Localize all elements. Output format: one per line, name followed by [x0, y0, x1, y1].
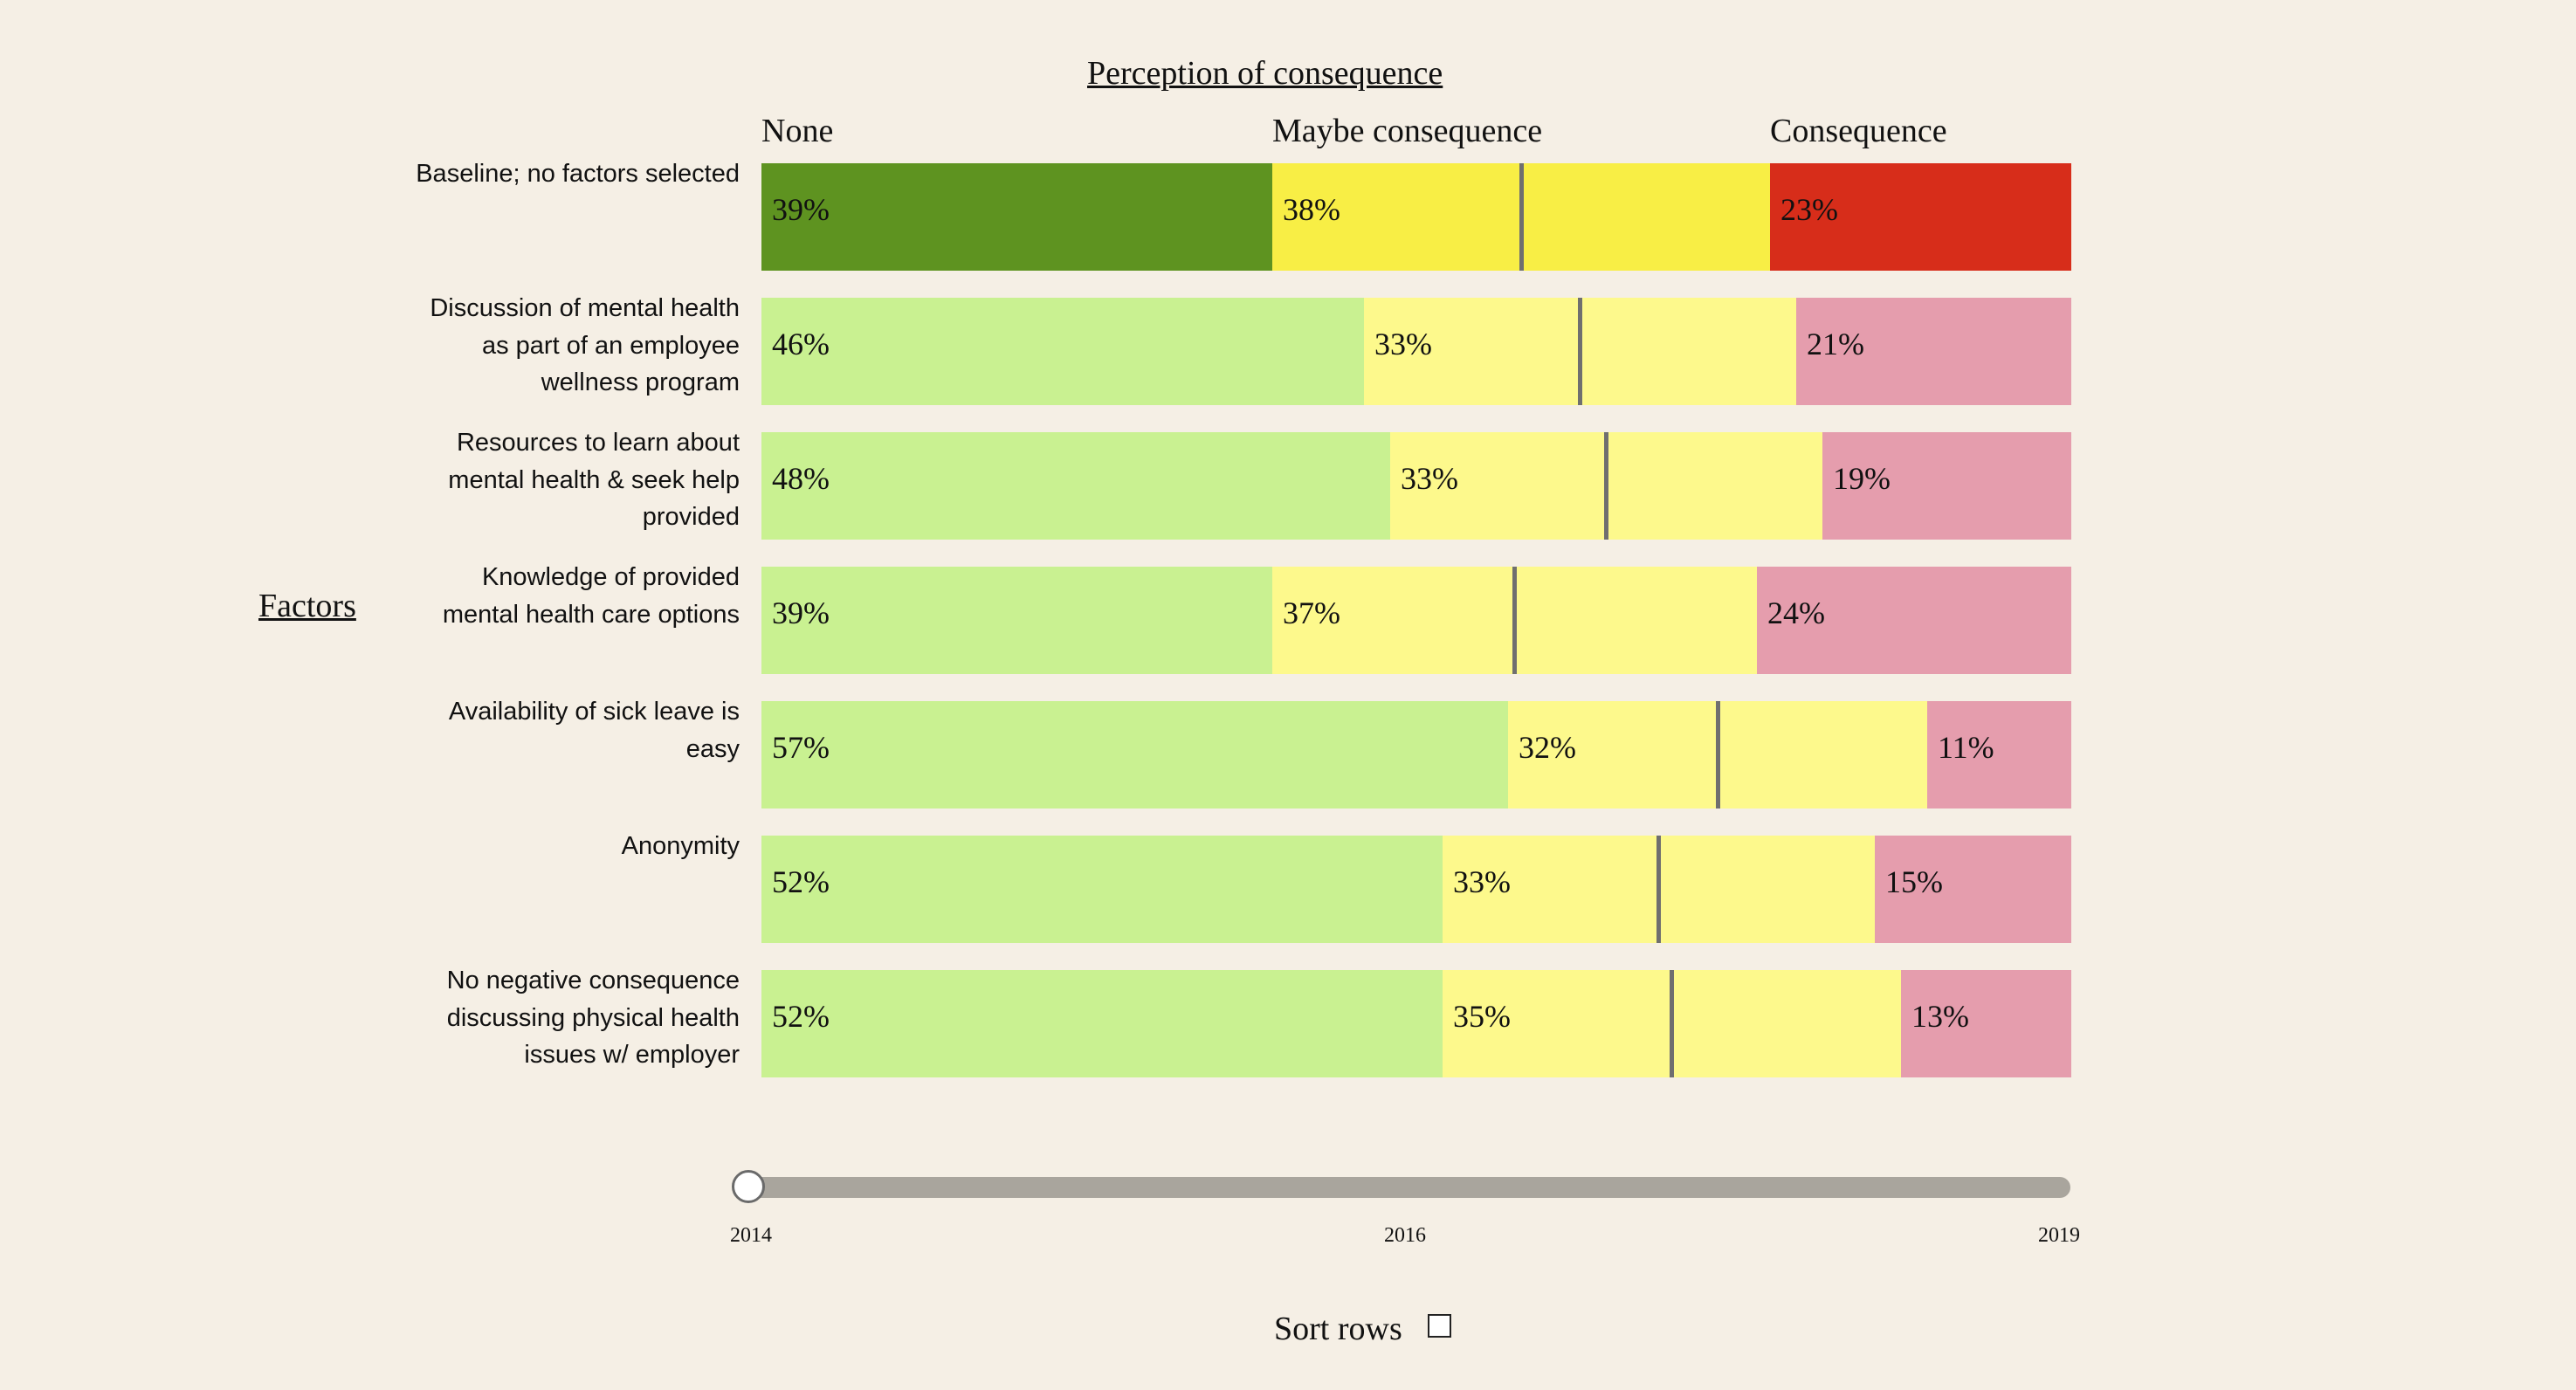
row-label: Baseline; no factors selected [416, 160, 740, 188]
sort-rows-label: Sort rows [1274, 1311, 1402, 1347]
bar-segment[interactable]: 19% [1822, 432, 2071, 540]
bar-value-label: 21% [1807, 327, 1864, 361]
bar-segment[interactable]: 15% [1875, 836, 2071, 943]
bar-segment[interactable]: 57% [761, 701, 1508, 809]
bar-segment[interactable]: 24% [1757, 567, 2071, 674]
bar-value-label: 35% [1453, 999, 1511, 1034]
column-header: Consequence [1770, 113, 1947, 149]
column-header: Maybe consequence [1272, 113, 1543, 149]
bar-value-label: 19% [1833, 461, 1891, 496]
midpoint-marker [1715, 701, 1720, 809]
stacked-bar: 52% 35% 13% [761, 970, 2071, 1077]
column-header: None [761, 113, 834, 149]
chart-title: Perception of consequence [1087, 55, 1443, 92]
bar-segment[interactable]: 39% [761, 163, 1272, 271]
year-tick-label: 2019 [2038, 1224, 2080, 1247]
row-label: Discussion of mental health as part of a… [430, 294, 740, 396]
bar-value-label: 39% [772, 192, 830, 227]
stacked-bar: 57% 32% 11% [761, 701, 2071, 809]
bar-value-label: 39% [772, 595, 830, 630]
bar-segment[interactable]: 23% [1770, 163, 2071, 271]
bar-value-label: 57% [772, 730, 830, 765]
midpoint-marker [1512, 567, 1517, 674]
stacked-bar: 39% 37% 24% [761, 567, 2071, 674]
year-slider-thumb[interactable] [732, 1170, 765, 1203]
year-tick-label: 2014 [730, 1224, 772, 1247]
bar-value-label: 37% [1283, 595, 1340, 630]
bar-segment[interactable]: 39% [761, 567, 1272, 674]
stacked-bar: 46% 33% 21% [761, 298, 2071, 405]
row-label: Knowledge of provided mental health care… [442, 563, 740, 629]
bar-value-label: 24% [1767, 595, 1825, 630]
bar-value-label: 48% [772, 461, 830, 496]
midpoint-marker [1670, 970, 1674, 1077]
bar-segment[interactable]: 52% [761, 970, 1443, 1077]
bar-value-label: 33% [1374, 327, 1432, 361]
row-label: Anonymity [621, 832, 740, 860]
midpoint-marker [1578, 298, 1582, 405]
bar-value-label: 38% [1283, 192, 1340, 227]
row-label: Resources to learn about mental health &… [448, 429, 740, 531]
bar-segment[interactable]: 46% [761, 298, 1364, 405]
bar-value-label: 11% [1938, 730, 1994, 765]
bar-value-label: 33% [1401, 461, 1458, 496]
bar-segment[interactable]: 11% [1927, 701, 2071, 809]
sort-rows-checkbox[interactable] [1428, 1314, 1451, 1338]
bar-value-label: 15% [1885, 864, 1943, 899]
row-label: No negative consequence discussing physi… [446, 967, 740, 1069]
bar-value-label: 23% [1780, 192, 1838, 227]
bar-value-label: 52% [772, 864, 830, 899]
stacked-bar: 39% 38% 23% [761, 163, 2071, 271]
bar-value-label: 33% [1453, 864, 1511, 899]
midpoint-marker [1656, 836, 1661, 943]
factors-axis-label: Factors [258, 588, 356, 624]
bar-segment[interactable]: 48% [761, 432, 1390, 540]
bar-segment[interactable]: 13% [1901, 970, 2071, 1077]
year-slider-track[interactable] [748, 1177, 2070, 1198]
midpoint-marker [1519, 163, 1524, 271]
stacked-bar: 48% 33% 19% [761, 432, 2071, 540]
bar-segment[interactable]: 52% [761, 836, 1443, 943]
bar-value-label: 52% [772, 999, 830, 1034]
bar-value-label: 13% [1911, 999, 1969, 1034]
bar-value-label: 46% [772, 327, 830, 361]
bar-segment[interactable]: 21% [1796, 298, 2071, 405]
bar-value-label: 32% [1519, 730, 1576, 765]
stacked-bar: 52% 33% 15% [761, 836, 2071, 943]
year-tick-label: 2016 [1384, 1224, 1426, 1247]
midpoint-marker [1604, 432, 1608, 540]
row-label: Availability of sick leave is easy [448, 698, 740, 763]
